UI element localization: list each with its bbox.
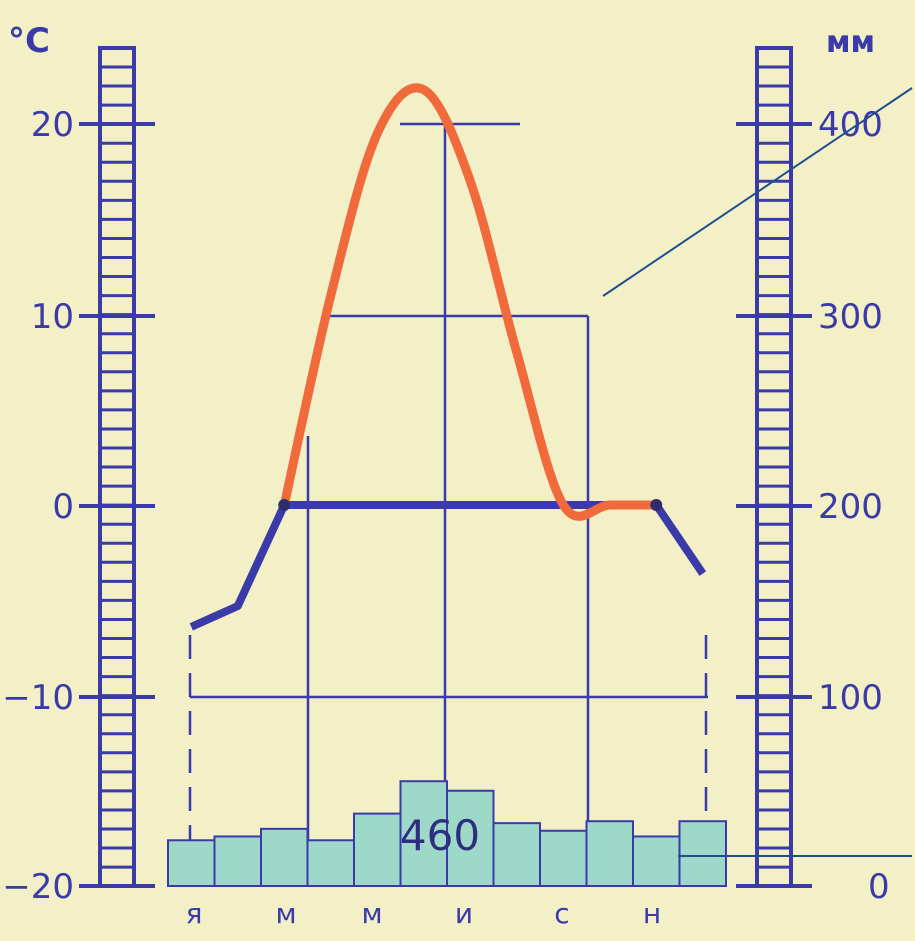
zero-crossing-dot-10 (650, 499, 663, 511)
left-tick-label: −10 (2, 678, 74, 718)
right-tick-label: 400 (818, 105, 883, 145)
left-tick-labels: 20 10 0 −10 −20 (2, 105, 74, 907)
precip-bar-1 (167, 839, 216, 888)
precip-bar-6 (399, 780, 448, 887)
month-label: м (275, 897, 296, 930)
month-label: с (554, 897, 569, 930)
left-tick-label: 10 (31, 297, 74, 337)
right-tick-label: 100 (818, 678, 883, 718)
precip-bar-11 (632, 835, 681, 887)
month-label: м (361, 897, 382, 930)
right-tick-labels: 400 300 200 100 0 (818, 105, 890, 907)
precip-bar-7 (446, 789, 495, 887)
left-tick-label: 20 (31, 105, 74, 145)
precip-bar-5 (353, 812, 402, 887)
left-temperature-scale (79, 46, 155, 888)
precip-bar-9 (539, 829, 588, 888)
left-tick-label: −20 (2, 867, 74, 907)
month-label: н (643, 897, 661, 930)
summer-temperature-curve (279, 83, 661, 521)
precip-bar-4 (306, 839, 355, 888)
left-axis-unit: °C (8, 21, 50, 61)
month-label: я (186, 897, 203, 930)
annual-precipitation-total: 460 (400, 811, 480, 860)
winter-temperature-line-start (189, 503, 288, 631)
month-label: и (455, 897, 473, 930)
right-precipitation-scale (736, 46, 812, 888)
zero-crossing-dot-2 (278, 499, 291, 511)
precip-bar-2 (213, 835, 262, 887)
right-tick-label: 300 (818, 297, 883, 337)
right-axis-unit: мм (826, 25, 875, 60)
precip-bar-3 (260, 827, 309, 887)
precipitation-bars (167, 780, 727, 888)
left-tick-label: 0 (52, 487, 74, 527)
precip-bar-12 (678, 820, 727, 887)
temperature-lines (189, 83, 707, 631)
precip-bar-8 (492, 822, 541, 888)
precip-bar-10 (585, 820, 634, 887)
right-tick-label: 0 (868, 867, 890, 907)
temperature-pointer-line (602, 87, 913, 297)
right-tick-label: 200 (818, 487, 883, 527)
